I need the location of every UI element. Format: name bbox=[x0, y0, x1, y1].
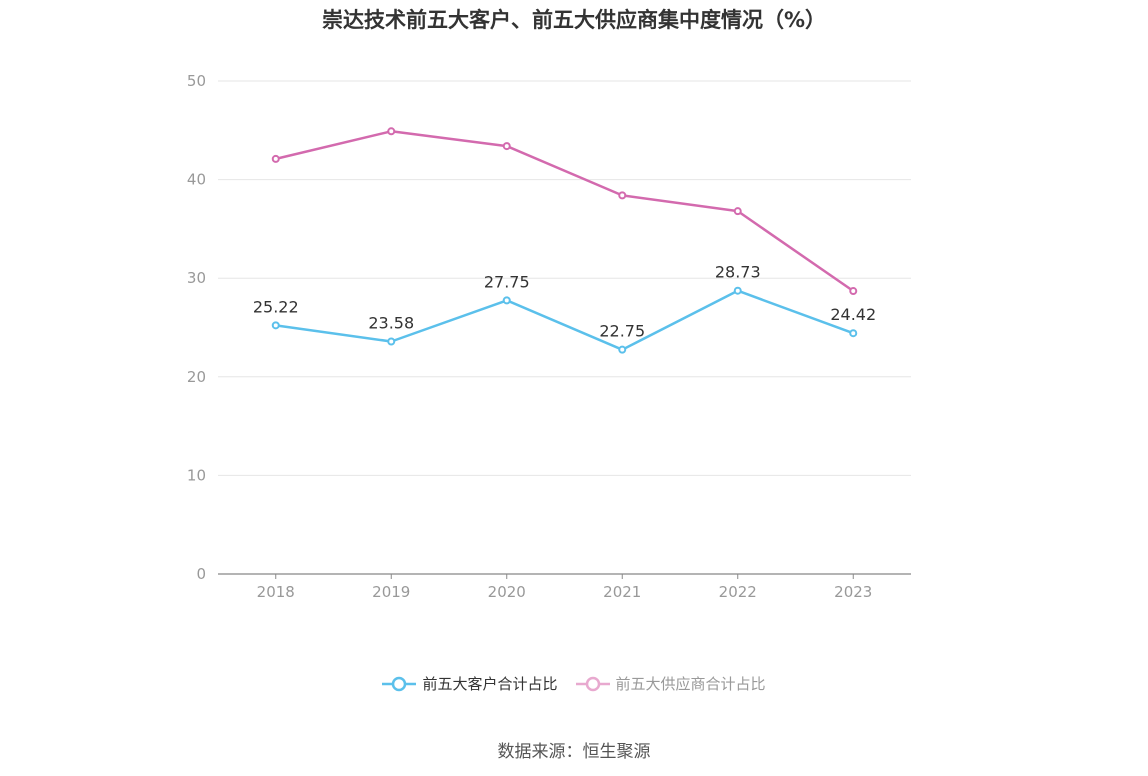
legend-marker-suppliers-icon bbox=[575, 676, 610, 691]
legend-label-suppliers: 前五大供应商合计占比 bbox=[615, 675, 766, 693]
line-chart: 0 10 20 30 40 50 2018 2019 2020 2021 2022 2023 25.2… bbox=[187, 72, 911, 601]
data-point[interactable] bbox=[618, 191, 627, 200]
data-label: 22.75 bbox=[599, 322, 645, 341]
axes: 0 10 20 30 40 50 2018 2019 2020 2021 2022 2023 bbox=[187, 72, 911, 601]
series bbox=[271, 127, 858, 354]
data-point[interactable] bbox=[618, 345, 627, 354]
data-label: 23.58 bbox=[368, 314, 414, 333]
gridlines bbox=[218, 80, 911, 476]
y-tick-label: 40 bbox=[187, 171, 206, 189]
x-tick-label: 2018 bbox=[257, 583, 295, 601]
series-line-1 bbox=[275, 130, 854, 293]
legend-label-customers: 前五大客户合计占比 bbox=[422, 675, 558, 693]
y-tick-label: 10 bbox=[187, 466, 206, 484]
data-point[interactable] bbox=[387, 337, 396, 346]
y-tick-label: 30 bbox=[187, 269, 206, 287]
data-label: 27.75 bbox=[484, 272, 530, 291]
data-point[interactable] bbox=[849, 329, 858, 338]
series-line-0 bbox=[275, 289, 854, 351]
legend-marker-customers-icon bbox=[382, 676, 417, 691]
legend-item-suppliers[interactable]: 前五大供应商合计占比 bbox=[575, 673, 766, 694]
data-point[interactable] bbox=[271, 321, 280, 330]
chart-title: 崇达技术前五大客户、前五大供应商集中度情况（%） bbox=[321, 8, 827, 32]
x-tick-label: 2021 bbox=[603, 583, 641, 601]
data-point[interactable] bbox=[502, 296, 511, 305]
data-point[interactable] bbox=[271, 154, 280, 163]
y-tick-label: 20 bbox=[187, 368, 206, 386]
data-point[interactable] bbox=[849, 287, 858, 296]
x-tick-label: 2022 bbox=[719, 583, 757, 601]
data-point[interactable] bbox=[387, 127, 396, 136]
x-tick-label: 2023 bbox=[834, 583, 872, 601]
data-labels: 25.22 23.58 27.75 22.75 28.73 24.42 bbox=[253, 263, 876, 341]
data-point[interactable] bbox=[733, 286, 742, 295]
data-label: 28.73 bbox=[715, 263, 761, 282]
data-point[interactable] bbox=[502, 142, 511, 151]
x-tick-label: 2019 bbox=[372, 583, 410, 601]
data-point[interactable] bbox=[733, 207, 742, 216]
y-tick-label: 0 bbox=[196, 565, 206, 583]
legend-item-customers[interactable]: 前五大客户合计占比 bbox=[382, 673, 558, 694]
legend: 前五大客户合计占比 前五大供应商合计占比 bbox=[0, 673, 1148, 694]
data-label: 25.22 bbox=[253, 297, 299, 316]
data-source-note: 数据来源：恒生聚源 bbox=[497, 742, 651, 762]
data-label: 24.42 bbox=[830, 305, 876, 324]
y-tick-label: 50 bbox=[187, 72, 206, 90]
x-tick-label: 2020 bbox=[488, 583, 526, 601]
